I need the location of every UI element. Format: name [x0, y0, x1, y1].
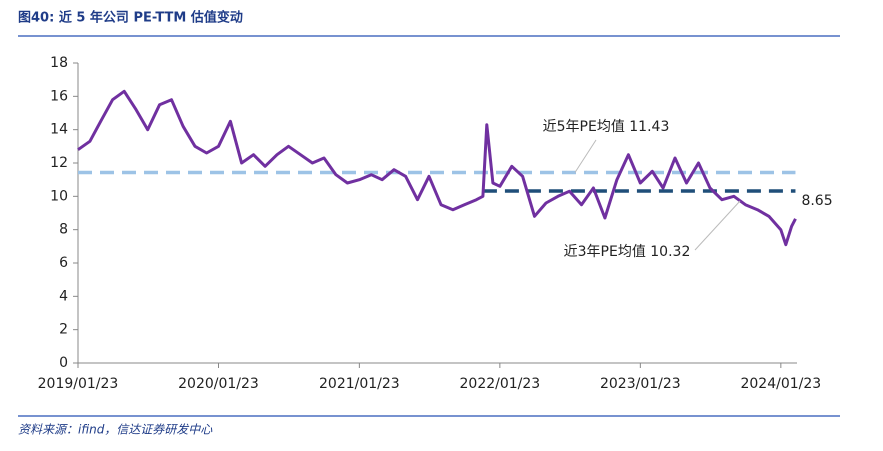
x-tick-label: 2022/01/23	[460, 376, 541, 392]
x-tick-label: 2019/01/23	[38, 376, 119, 392]
y-tick-label: 16	[50, 88, 68, 104]
y-tick-label: 8	[59, 222, 68, 238]
y-tick-label: 14	[50, 122, 68, 138]
leader-line	[574, 139, 597, 173]
y-tick-label: 10	[50, 188, 68, 204]
mean-label: 近3年PE均值 10.32	[564, 244, 691, 260]
y-tick-label: 0	[59, 355, 68, 371]
y-tick-label: 12	[50, 155, 68, 171]
mean-label: 近5年PE均值 11.43	[543, 119, 670, 135]
chart-title: 图40: 近 5 年公司 PE-TTM 估值变动	[18, 10, 243, 26]
x-tick-label: 2021/01/23	[319, 376, 400, 392]
source-note: 资料来源：ifind，信达证券研发中心	[18, 423, 213, 437]
y-tick-label: 6	[59, 255, 68, 271]
plot-area: 0 2 4 6 8 10 12 14 16 18 2019/01/23 2020/01/23 2021/…	[38, 55, 833, 392]
series-line	[77, 89, 797, 247]
end-value-label: 8.65	[801, 193, 832, 209]
y-tick-label: 2	[59, 322, 68, 338]
y-tick-label: 18	[50, 55, 68, 71]
x-tick-label: 2020/01/23	[178, 376, 259, 392]
x-tick-label: 2024/01/23	[740, 376, 821, 392]
x-tick-label: 2023/01/23	[600, 376, 681, 392]
y-tick-label: 4	[59, 288, 68, 304]
leader-line	[694, 200, 741, 251]
